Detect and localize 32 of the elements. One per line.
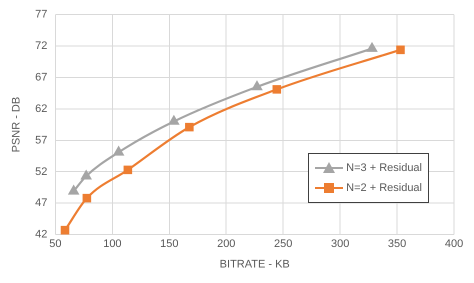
point: [168, 116, 179, 125]
legend-label: N=3 + Residual: [346, 162, 422, 174]
point: [272, 85, 282, 94]
point: [60, 226, 70, 234]
point: [68, 186, 79, 195]
point: [82, 194, 92, 202]
x-tick-label: 400: [444, 238, 464, 250]
x-tick-label: 50: [49, 238, 62, 250]
point: [252, 81, 262, 90]
y-tick-label: 47: [35, 197, 48, 210]
x-tick-label: 200: [217, 238, 236, 250]
point: [114, 146, 124, 156]
point: [396, 46, 405, 54]
point: [367, 42, 378, 52]
y-tick-label: 52: [35, 166, 48, 178]
y-axis-title: PSNR - DB: [10, 96, 23, 152]
x-axis-title: BITRATE - KB: [220, 258, 290, 270]
legend-label: N=2 + Residual: [346, 182, 422, 194]
y-tick-label: 77: [35, 8, 48, 21]
x-tick-label: 250: [274, 238, 292, 250]
x-tick-label: 350: [388, 238, 406, 250]
y-tick-label: 42: [35, 228, 48, 241]
x-tick-label: 300: [330, 238, 350, 250]
y-tick-label: 72: [35, 40, 48, 52]
x-tick-label: 100: [103, 238, 122, 250]
x-tick-label: 150: [160, 238, 178, 250]
y-tick-label: 62: [35, 102, 48, 115]
y-tick-label: 57: [35, 134, 48, 146]
point: [81, 170, 92, 180]
y-tick-label: 67: [35, 71, 48, 84]
point: [185, 122, 194, 132]
point: [124, 166, 132, 174]
